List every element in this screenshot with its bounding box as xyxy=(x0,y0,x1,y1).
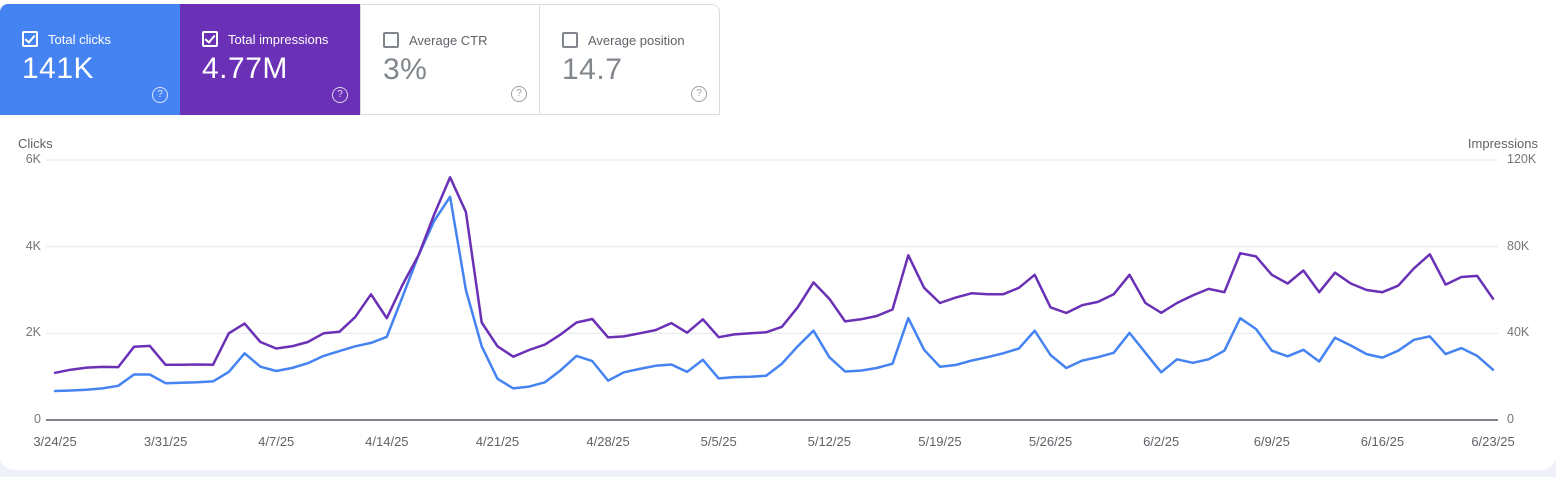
x-axis-date-label: 5/26/25 xyxy=(1028,434,1073,449)
x-axis-date-label: 5/12/25 xyxy=(807,434,851,449)
card-average-ctr-header: Average CTR xyxy=(383,32,488,48)
x-axis-date-label: 4/28/25 xyxy=(586,434,630,449)
right-axis-tick-label: 40K xyxy=(1507,325,1530,340)
x-axis-date-label: 4/14/25 xyxy=(365,434,409,449)
card-average-position-header: Average position xyxy=(562,32,685,48)
average-ctr-label: Average CTR xyxy=(409,32,488,48)
average-ctr-value: 3% xyxy=(383,53,428,86)
help-icon[interactable]: ? xyxy=(691,86,707,102)
card-average-position[interactable]: Average position 14.7 ? xyxy=(540,4,720,115)
x-axis-date-label: 6/9/25 xyxy=(1253,434,1290,449)
total-impressions-value: 4.77M xyxy=(202,52,288,85)
series-line xyxy=(53,195,1495,393)
left-axis-tick-label: 2K xyxy=(25,325,41,340)
total-clicks-label: Total clicks xyxy=(48,31,111,47)
total-clicks-checkbox[interactable] xyxy=(22,31,38,47)
right-axis-tick-label: 0 xyxy=(1507,412,1514,426)
x-axis-date-label: 6/23/25 xyxy=(1471,434,1515,449)
help-icon[interactable]: ? xyxy=(332,87,348,103)
x-axis-date-label: 5/5/25 xyxy=(700,434,737,449)
series-line xyxy=(53,176,1495,375)
card-average-ctr[interactable]: Average CTR 3% ? xyxy=(360,4,540,115)
x-axis-date-label: 3/31/25 xyxy=(143,434,188,449)
x-axis-date-label: 6/2/25 xyxy=(1143,434,1180,449)
right-axis-title: Impressions xyxy=(1467,136,1538,151)
total-impressions-label: Total impressions xyxy=(228,31,329,47)
left-axis-title: Clicks xyxy=(18,136,53,151)
x-axis-date-label: 3/24/25 xyxy=(33,434,77,449)
right-axis-tick-label: 80K xyxy=(1507,238,1530,253)
help-icon[interactable]: ? xyxy=(152,87,168,103)
total-clicks-value: 141K xyxy=(22,52,95,85)
total-impressions-checkbox[interactable] xyxy=(202,31,218,47)
left-axis-tick-label: 0 xyxy=(34,412,41,426)
card-total-impressions-header: Total impressions xyxy=(202,31,328,47)
average-position-value: 14.7 xyxy=(562,53,623,86)
left-axis-tick-label: 4K xyxy=(25,238,41,253)
panel-rounded-bottom-edge xyxy=(0,456,1556,470)
x-axis-date-label: 4/7/25 xyxy=(258,434,295,449)
metric-cards-row: Total clicks 141K ? Total impressions 4.… xyxy=(0,4,720,115)
left-axis-tick-label: 6K xyxy=(25,152,41,166)
average-position-checkbox[interactable] xyxy=(562,32,578,48)
card-total-impressions[interactable]: Total impressions 4.77M ? xyxy=(180,4,360,115)
right-axis-tick-label: 120K xyxy=(1507,152,1537,166)
x-axis-date-label: 4/21/25 xyxy=(475,434,520,449)
card-total-clicks-header: Total clicks xyxy=(22,31,111,47)
help-icon[interactable]: ? xyxy=(511,86,527,102)
card-total-clicks[interactable]: Total clicks 141K ? xyxy=(0,4,180,115)
x-axis-date-label: 5/19/25 xyxy=(918,434,962,449)
average-ctr-checkbox[interactable] xyxy=(383,32,399,48)
x-axis-date-label: 6/16/25 xyxy=(1360,434,1405,449)
average-position-label: Average position xyxy=(588,32,685,48)
